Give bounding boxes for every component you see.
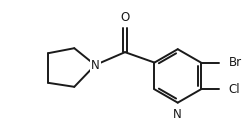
Text: O: O <box>120 11 130 24</box>
Text: Cl: Cl <box>229 83 240 96</box>
Text: Br: Br <box>229 56 242 69</box>
Text: N: N <box>173 108 182 121</box>
Text: N: N <box>91 59 100 71</box>
